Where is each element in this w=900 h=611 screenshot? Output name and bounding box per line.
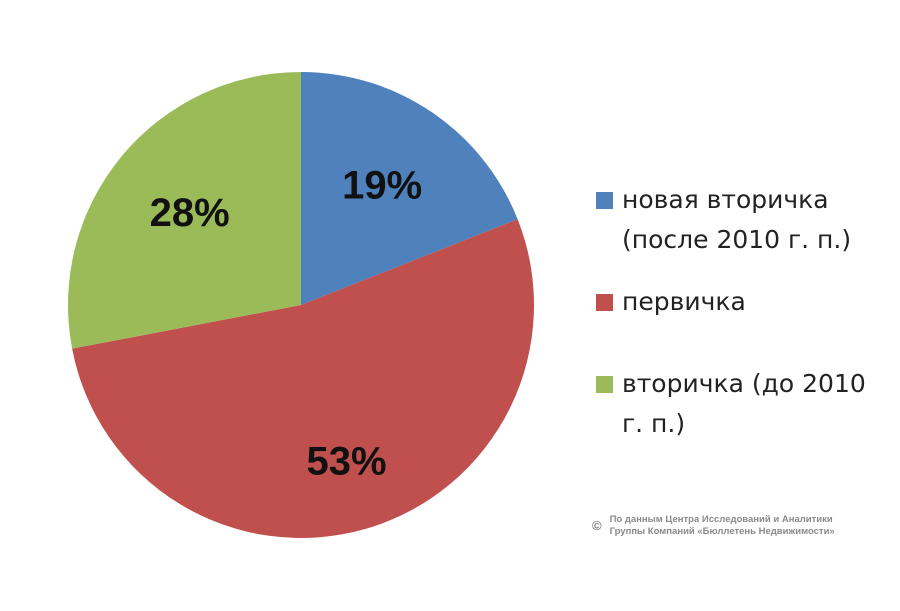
slice-value-label: 28% <box>150 191 230 235</box>
slice-value-label: 19% <box>342 164 422 208</box>
legend-item-primary: первичка <box>596 282 886 322</box>
credit-line-2: Группы Компаний «Бюллетень Недвижимости» <box>609 526 835 537</box>
pie-slices <box>67 72 534 538</box>
legend-swatch-green <box>596 376 613 393</box>
source-credit: © По данным Центра Исследований и Аналит… <box>592 514 835 538</box>
copyright-symbol: © <box>592 518 602 533</box>
pie-labels: 19% 53% 28% <box>150 164 423 484</box>
legend-label: новая вторичка (после 2010 г. п.) <box>622 185 852 254</box>
pie-slice-new-secondary <box>301 72 518 305</box>
legend-label: первичка <box>622 287 746 316</box>
legend-swatch-blue <box>596 192 613 209</box>
credit-text: По данным Центра Исследований и Аналитик… <box>610 514 835 538</box>
pie-slice-primary <box>72 219 534 538</box>
legend-item-old-secondary: вторичка (до 2010 г. п.) <box>596 364 886 444</box>
legend-label: вторичка (до 2010 г. п.) <box>622 369 866 438</box>
credit-line-1: По данным Центра Исследований и Аналитик… <box>609 514 833 525</box>
pie-slice-old-secondary <box>67 72 301 349</box>
slice-value-label: 53% <box>306 440 386 484</box>
legend-item-new-secondary: новая вторичка (после 2010 г. п.) <box>596 180 886 260</box>
legend: новая вторичка (после 2010 г. п.) первич… <box>596 180 886 466</box>
legend-swatch-red <box>596 294 613 311</box>
